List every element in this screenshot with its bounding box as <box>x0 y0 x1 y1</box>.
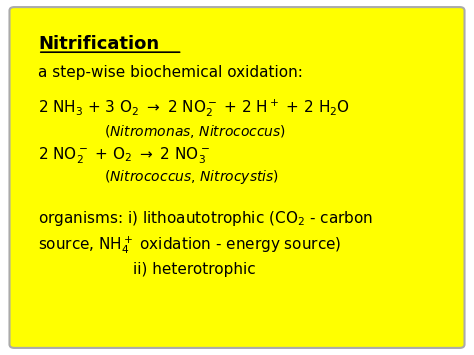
Text: Nitrification: Nitrification <box>38 36 159 53</box>
Text: source, NH$_4^+$ oxidation - energy source): source, NH$_4^+$ oxidation - energy sour… <box>38 234 341 256</box>
Text: a step-wise biochemical oxidation:: a step-wise biochemical oxidation: <box>38 65 303 80</box>
Text: ii) heterotrophic: ii) heterotrophic <box>133 262 255 277</box>
Text: ($\it{Nitrococcus}$, $\it{Nitrocystis}$): ($\it{Nitrococcus}$, $\it{Nitrocystis}$) <box>104 169 280 186</box>
Text: 2 NO$_2^-$ + O$_2$ $\rightarrow$ 2 NO$_3^-$: 2 NO$_2^-$ + O$_2$ $\rightarrow$ 2 NO$_3… <box>38 146 210 166</box>
Text: organisms: i) lithoautotrophic (CO$_2$ - carbon: organisms: i) lithoautotrophic (CO$_2$ -… <box>38 209 373 228</box>
Text: 2 NH$_3$ + 3 O$_2$ $\rightarrow$ 2 NO$_2^-$ + 2 H$^+$ + 2 H$_2$O: 2 NH$_3$ + 3 O$_2$ $\rightarrow$ 2 NO$_2… <box>38 97 350 119</box>
FancyBboxPatch shape <box>9 7 465 348</box>
Text: ($\it{Nitromonas}$, $\it{Nitrococcus}$): ($\it{Nitromonas}$, $\it{Nitrococcus}$) <box>104 123 286 140</box>
